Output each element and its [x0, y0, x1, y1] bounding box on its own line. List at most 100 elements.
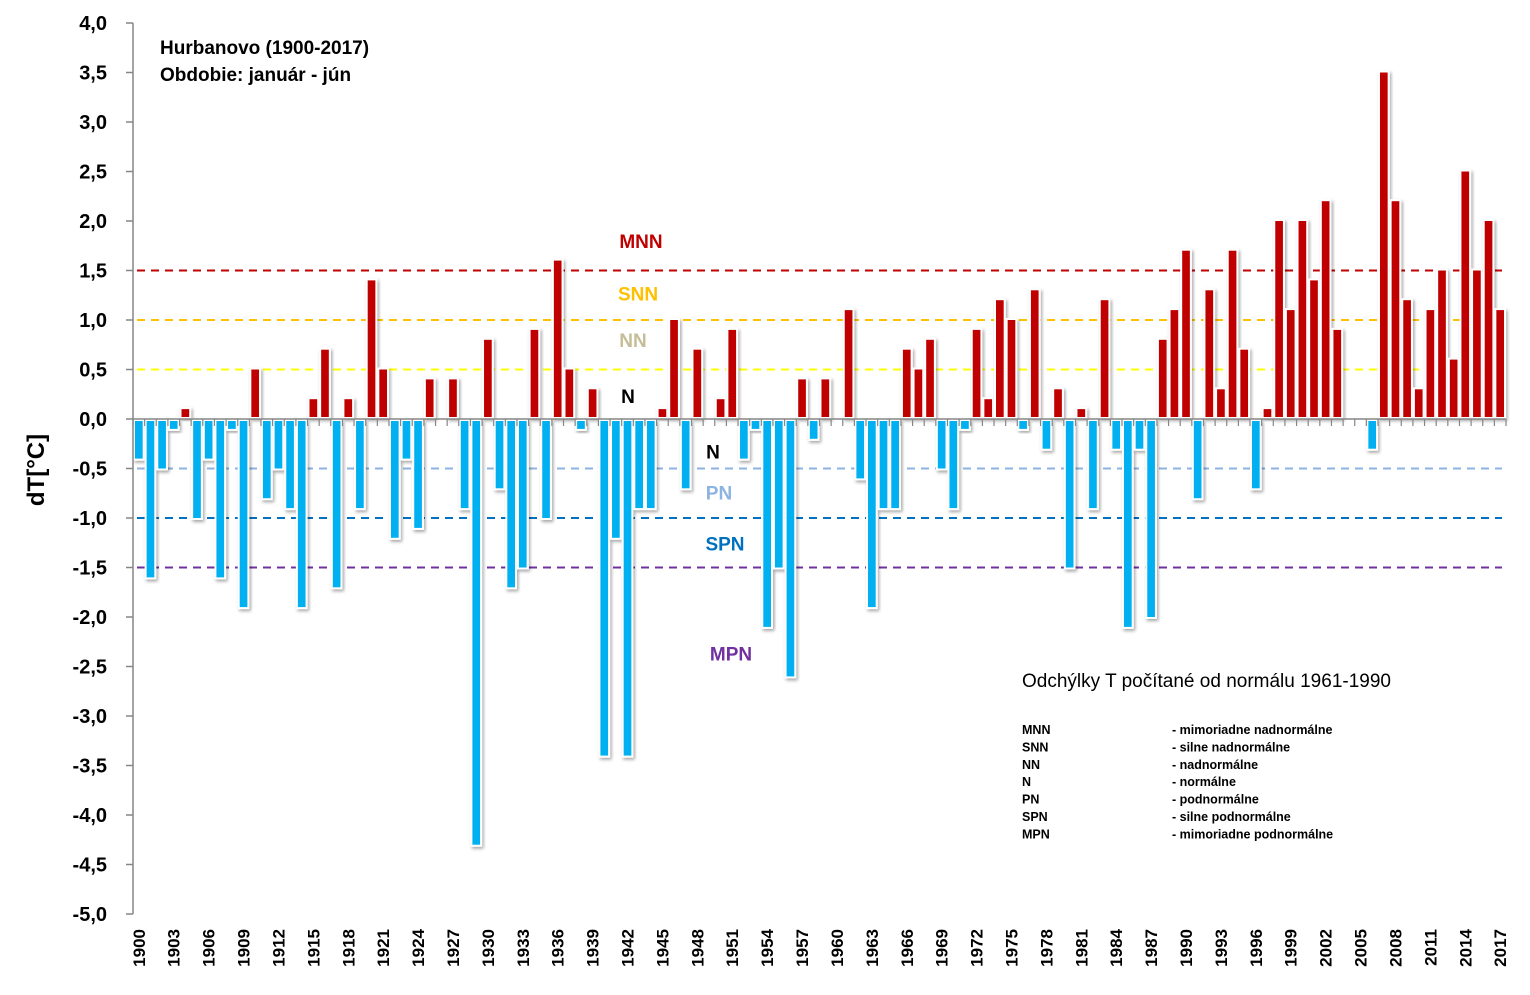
bar-1957 — [798, 379, 806, 417]
x-tick-label: 1927 — [444, 929, 463, 967]
bar-2001 — [1310, 280, 1318, 417]
bar-1900 — [134, 421, 143, 459]
x-tick-label: 1909 — [235, 929, 254, 967]
bar-1928 — [460, 421, 469, 509]
y-tick-label: -4,0 — [73, 805, 107, 827]
band-label-nn: NN — [619, 331, 646, 352]
y-tick-label: -1,0 — [73, 508, 107, 530]
bar-1967 — [914, 369, 923, 417]
bar-1937 — [565, 369, 574, 417]
x-tick-label: 2017 — [1491, 929, 1510, 967]
x-tick-label: 1960 — [828, 929, 847, 967]
bar-1930 — [484, 339, 492, 417]
x-tick-label: 1987 — [1142, 929, 1161, 967]
x-tick-label: 1951 — [723, 929, 742, 967]
bar-1988 — [1158, 339, 1167, 417]
x-tick-label: 1930 — [479, 929, 498, 967]
bar-1903 — [169, 421, 178, 429]
bar-1901 — [146, 421, 155, 578]
bar-2016 — [1484, 221, 1493, 417]
bar-1952 — [740, 421, 748, 459]
x-tick-label: 2002 — [1317, 929, 1336, 967]
bar-1972 — [972, 329, 981, 417]
y-tick-label: -4,5 — [73, 855, 107, 877]
bar-1979 — [1054, 389, 1062, 417]
bar-1998 — [1275, 221, 1283, 417]
y-tick-label: 2,0 — [79, 211, 107, 233]
bar-1975 — [1007, 320, 1016, 417]
x-tick-label: 1912 — [269, 929, 288, 967]
bar-1922 — [390, 421, 399, 538]
bar-1917 — [332, 421, 341, 588]
x-tick-label: 1918 — [339, 929, 358, 967]
y-tick-label: -0,5 — [73, 459, 107, 481]
y-tick-label: -5,0 — [73, 904, 107, 926]
bar-1966 — [902, 349, 911, 417]
band-label-spn: SPN — [705, 535, 744, 556]
x-tick-label: 1942 — [619, 929, 638, 967]
bar-1951 — [728, 329, 737, 417]
y-tick-label: 2,5 — [79, 162, 107, 184]
x-tick-label: 1933 — [514, 929, 533, 967]
y-tick-label: -3,5 — [73, 756, 107, 778]
bar-1958 — [809, 421, 818, 439]
y-tick-label: -1,5 — [73, 558, 107, 580]
bar-1973 — [984, 399, 993, 417]
bar-1954 — [763, 421, 771, 627]
bar-1994 — [1228, 250, 1237, 417]
y-tick-label: 1,0 — [79, 310, 107, 332]
bar-1936 — [553, 260, 562, 417]
bar-1923 — [402, 421, 411, 459]
bar-1955 — [774, 421, 783, 568]
bar-1905 — [193, 421, 201, 518]
x-tick-label: 2014 — [1456, 928, 1475, 966]
y-tick-label: 0,0 — [79, 409, 107, 431]
legend-code: SPN — [1022, 810, 1048, 824]
x-tick-label: 1978 — [1037, 929, 1056, 967]
bar-2017 — [1496, 310, 1505, 417]
bar-1919 — [356, 421, 364, 509]
bar-1947 — [681, 421, 690, 489]
bar-1981 — [1077, 409, 1086, 417]
bar-1920 — [367, 280, 376, 417]
bar-1939 — [588, 389, 597, 417]
legend-description: - silne nadnormálne — [1172, 740, 1290, 754]
bar-1959 — [821, 379, 830, 417]
legend-description: - silne podnormálne — [1172, 810, 1291, 824]
bar-1941 — [612, 421, 620, 538]
bar-1950 — [716, 399, 725, 417]
normal-period-note: Odchýlky T počítané od normálu 1961-1990 — [1022, 671, 1391, 692]
y-tick-label: 4,0 — [79, 13, 107, 35]
bar-1914 — [297, 421, 306, 608]
legend-code: MPN — [1022, 827, 1050, 841]
x-tick-label: 1969 — [933, 929, 952, 967]
bar-1921 — [379, 369, 388, 417]
x-tick-label: 1957 — [793, 929, 812, 967]
bar-1907 — [216, 421, 225, 578]
bar-1916 — [321, 349, 329, 417]
legend-code: MNN — [1022, 723, 1050, 737]
band-label-snn: SNN — [618, 284, 658, 305]
bar-1935 — [542, 421, 550, 518]
bar-1974 — [996, 300, 1004, 417]
x-tick-label: 1966 — [898, 929, 917, 967]
bar-1925 — [425, 379, 434, 417]
bar-2011 — [1426, 310, 1435, 417]
bar-1912 — [274, 421, 283, 469]
x-tick-label: 1939 — [584, 929, 603, 967]
bar-1929 — [472, 421, 481, 845]
bar-1908 — [228, 421, 236, 429]
bar-1969 — [937, 421, 946, 469]
bar-2015 — [1473, 270, 1481, 417]
bar-1945 — [658, 409, 667, 417]
band-label-mpn: MPN — [710, 645, 752, 666]
x-tick-label: 1972 — [968, 929, 987, 967]
chart-title: Hurbanovo (1900-2017) — [160, 38, 369, 59]
bar-1961 — [844, 310, 853, 417]
bar-1911 — [262, 421, 271, 499]
x-tick-label: 1900 — [130, 929, 149, 967]
y-tick-label: -2,0 — [73, 607, 107, 629]
legend-description: - nadnormálne — [1172, 758, 1258, 772]
bar-1965 — [891, 421, 899, 509]
